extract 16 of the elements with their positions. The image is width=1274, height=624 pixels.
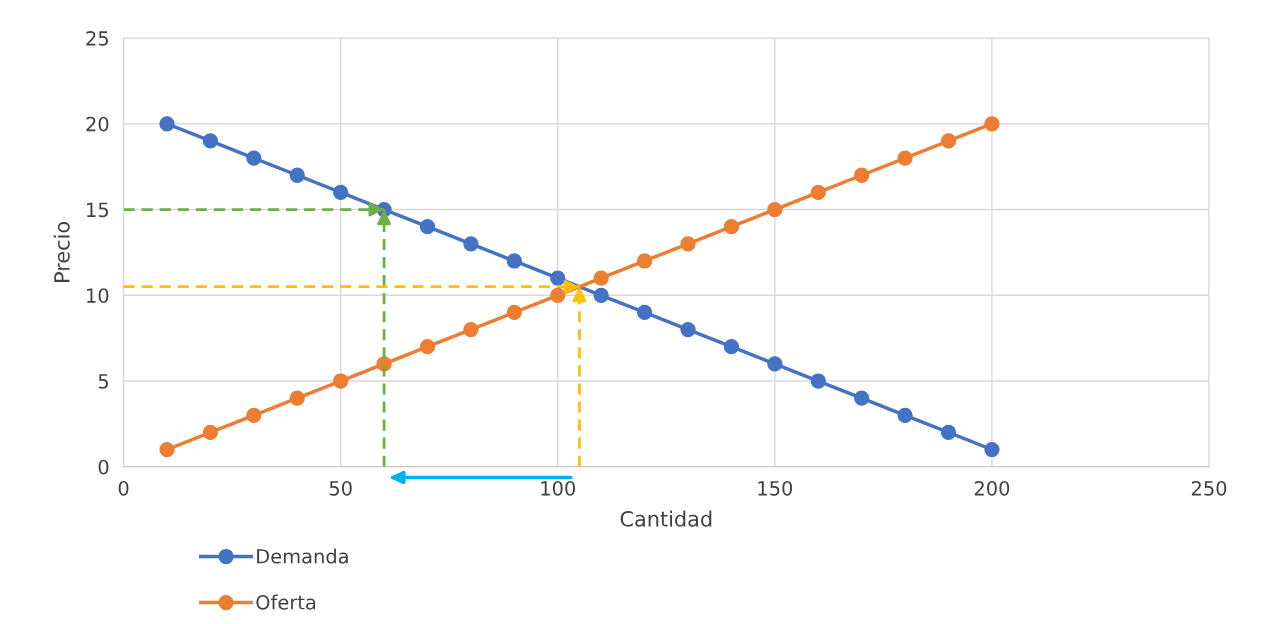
x-tick-label: 150 [758, 480, 793, 496]
x-tick-label: 100 [541, 480, 576, 496]
x-tick-label: 0 [118, 480, 129, 496]
y-axis-title: Precio [53, 222, 70, 282]
y-tick-label: 0 [98, 459, 109, 475]
x-tick-label: 250 [1191, 480, 1227, 496]
y-tick-label: 20 [86, 116, 109, 132]
legend-label: Oferta [256, 594, 316, 610]
x-tick-label: 50 [329, 480, 352, 496]
y-tick-label: 5 [98, 374, 108, 389]
y-tick-label: 15 [87, 202, 108, 218]
x-axis-title: Cantidad [620, 510, 712, 527]
x-tick-label: 200 [974, 480, 1010, 496]
y-tick-label: 10 [87, 288, 109, 303]
legend-label: Demanda [257, 548, 348, 564]
y-tick-label: 25 [86, 31, 108, 46]
